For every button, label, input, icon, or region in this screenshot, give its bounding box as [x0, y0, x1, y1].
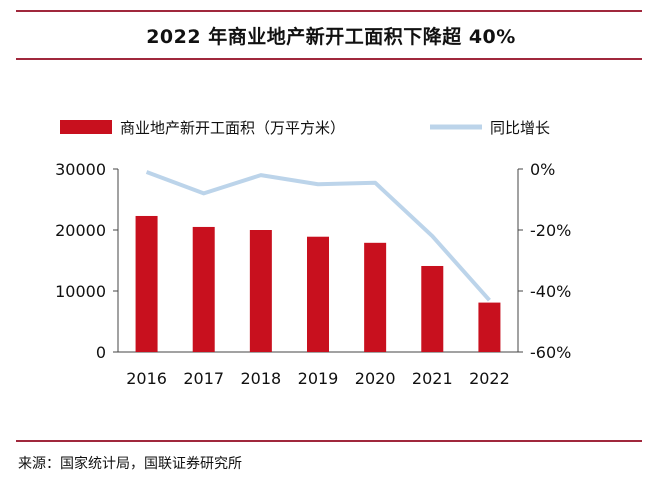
bar-2018 [249, 230, 272, 352]
legend-bar-swatch [60, 120, 112, 134]
x-tick-label: 2021 [412, 369, 453, 388]
title-rule [16, 58, 642, 60]
source-note: 来源：国家统计局，国联证券研究所 [18, 456, 242, 472]
right-tick-label: -40% [530, 282, 571, 301]
x-tick-label: 2019 [298, 369, 339, 388]
bar-2017 [192, 226, 215, 352]
x-tick-label: 2016 [126, 369, 167, 388]
bar-2021 [421, 265, 444, 352]
right-tick-label: -20% [530, 221, 571, 240]
top-rule [16, 10, 642, 12]
left-tick-label: 10000 [55, 282, 106, 301]
x-tick-label: 2022 [469, 369, 510, 388]
x-tick-label: 2020 [355, 369, 396, 388]
left-tick-label: 30000 [55, 160, 106, 179]
x-tick-label: 2018 [240, 369, 281, 388]
bar-2019 [307, 236, 329, 352]
bottom-rule [16, 440, 642, 442]
chart-title: 2022 年商业地产新开工面积下降超 40% [146, 26, 516, 48]
left-tick-label: 20000 [55, 221, 106, 240]
bar-2022 [478, 302, 501, 352]
bar-2016 [135, 215, 158, 352]
right-tick-label: -60% [530, 343, 571, 362]
left-tick-label: 0 [96, 343, 106, 362]
bar-2020 [364, 242, 387, 352]
legend-bar-label: 商业地产新开工面积（万平方米） [120, 119, 345, 137]
legend-line-label: 同比增长 [490, 119, 550, 137]
x-tick-label: 2017 [183, 369, 224, 388]
right-tick-label: 0% [530, 160, 555, 179]
